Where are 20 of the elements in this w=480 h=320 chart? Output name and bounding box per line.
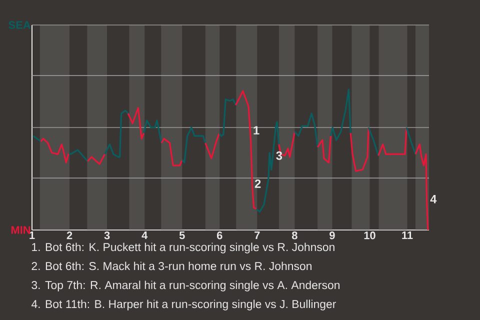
x-tick-label: 8 — [292, 232, 298, 240]
x-tick-label: 1 — [30, 232, 35, 240]
x-tick-label: 6 — [216, 232, 222, 240]
annotation: 3 — [276, 151, 282, 160]
annotation: 1 — [254, 126, 260, 134]
annotation: 4 — [430, 195, 437, 204]
x-tick-label: 4 — [142, 232, 148, 240]
text: 4. Bot 11th: B. Harper hit a run-scoring single vs J. Bullinger — [31, 300, 336, 310]
text: 3. Top 7th: R. Amaral hit a run-scoring single vs A. Anderson — [32, 280, 340, 292]
text: 2. Bot 6th: S. Mack hit a 3-run home run vs R. Johnson — [32, 262, 312, 270]
x-tick-label: 2 — [66, 232, 72, 240]
ref-line-label: MIN — [11, 226, 30, 234]
x-tick-label: 11 — [402, 232, 413, 240]
x-tick-label: 3 — [104, 232, 110, 240]
annotation: 2 — [254, 179, 261, 188]
x-tick-label: 5 — [179, 232, 185, 240]
text: 1. Bot 6th: K. Puckett hit a run-scoring single vs R. Johnson — [32, 242, 334, 254]
x-tick-label: 9 — [330, 232, 335, 240]
x-tick-label: 10 — [364, 232, 376, 240]
x-tick-label: 7 — [254, 232, 260, 240]
